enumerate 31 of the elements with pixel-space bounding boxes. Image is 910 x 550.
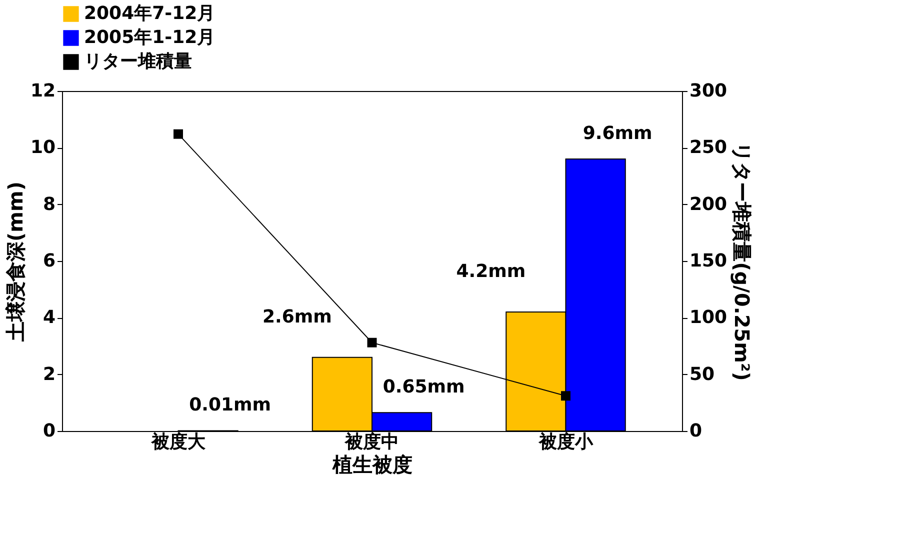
- data-label: 4.2mm: [456, 261, 526, 282]
- legend-label: 2004年7-12月: [84, 3, 216, 24]
- y-tick-label: 8: [42, 194, 56, 215]
- data-label: 2.6mm: [262, 306, 332, 328]
- y-tick-label: 10: [30, 137, 56, 158]
- x-tick-label: 被度大: [150, 432, 206, 452]
- y2-tick-label: 200: [690, 194, 728, 215]
- data-label: 0.01mm: [189, 394, 272, 416]
- y-tick-label: 12: [30, 80, 56, 102]
- y-tick-label: 4: [42, 307, 56, 328]
- y2-tick-label: 300: [690, 80, 728, 102]
- y2-tick-label: 150: [690, 250, 728, 272]
- y2-tick-label: 250: [690, 137, 728, 158]
- x-axis-title: 植生被度: [332, 452, 412, 476]
- x-tick-label: 被度中: [344, 432, 399, 452]
- y2-tick-label: 0: [690, 420, 702, 442]
- y-tick-label: 2: [42, 364, 56, 385]
- legend-label: リター堆積量: [84, 51, 192, 72]
- y-tick-label: 6: [42, 250, 56, 272]
- point: [561, 391, 570, 401]
- point: [174, 129, 183, 139]
- point: [367, 338, 377, 348]
- y2-axis-title: リター堆積量(g/0.25m²): [730, 142, 754, 381]
- legend-label: 2005年1-12月: [84, 27, 216, 48]
- data-label: 9.6mm: [582, 123, 652, 144]
- data-label: 0.65mm: [382, 376, 465, 398]
- y-axis-title: 土壌浸食深(mm): [3, 182, 28, 342]
- y-tick-label: 0: [42, 420, 56, 442]
- x-tick-label: 被度小: [538, 432, 594, 452]
- y2-tick-label: 50: [690, 364, 715, 385]
- y2-tick-label: 100: [690, 307, 728, 328]
